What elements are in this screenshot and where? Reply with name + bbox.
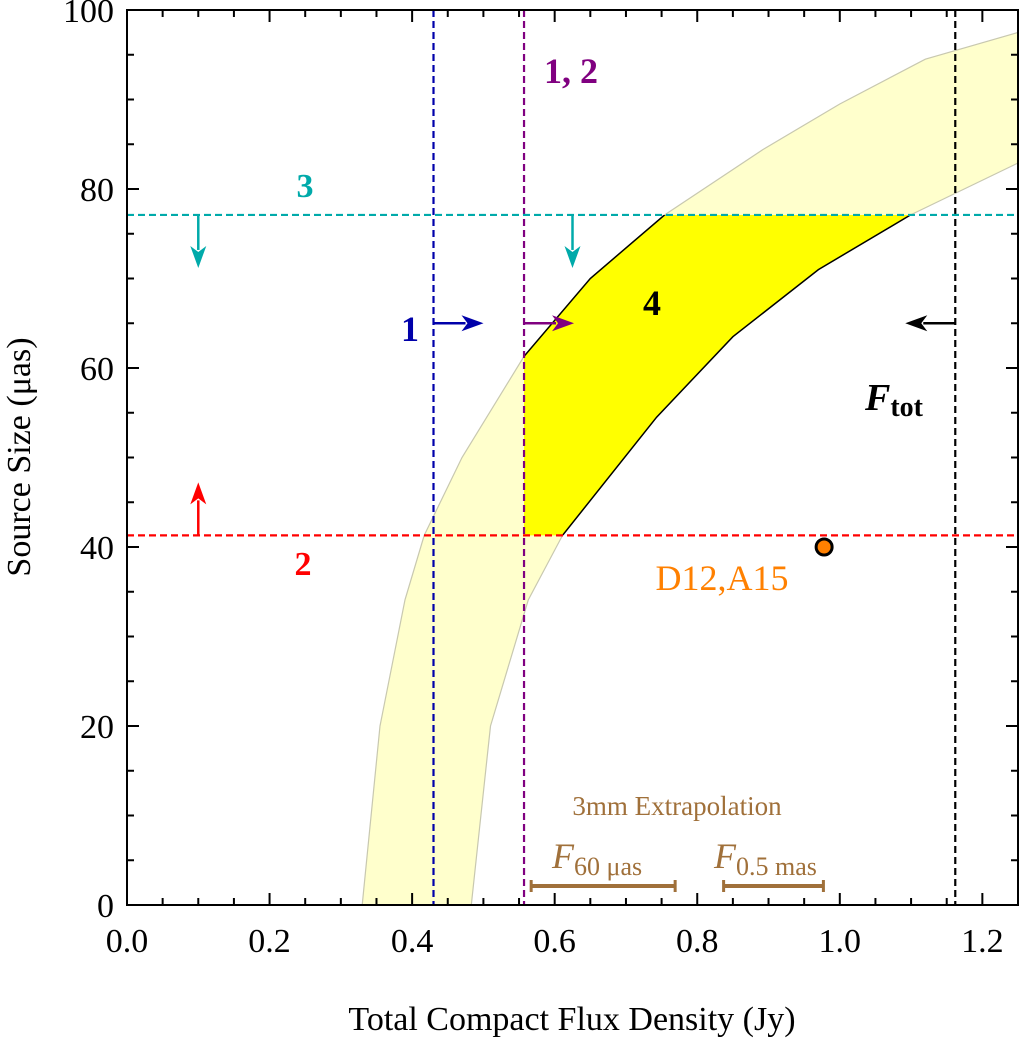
uncertainty-band [361,31,1018,905]
y-axis-label: Source Size (μas) [1,337,38,576]
constraint-line-1-arrow [433,315,484,332]
extrapolation-label-60uas-main: F [551,836,575,876]
x-tick-label: 0.4 [391,923,434,960]
allowed-region-4 [524,214,911,536]
x-tick-label: 0.2 [248,923,291,960]
extrapolation-label-05mas-main: F [713,836,737,876]
constraint-line-3-arrow-1-head [564,245,581,268]
constraint-line-3-arrow-1 [564,214,581,268]
label-region-4: 4 [643,283,661,323]
extrapolation-label-05mas: F0.5 mas [713,836,817,881]
y-tick-label: 80 [80,172,114,209]
constraint-line-3-arrow-0 [190,214,207,268]
data-point-d12-a15 [814,537,834,557]
constraint-line-2-arrow-0 [190,482,207,536]
extrapolation-label-60uas: F60 μas [551,836,642,881]
extrapolation-range-1 [722,880,825,892]
constraint-line-3-arrow-0-head [190,245,207,268]
extrapolation-label-60uas-sub: 60 μas [574,852,642,881]
y-tick-label: 100 [63,0,114,30]
label-constraint-2: 2 [295,546,312,583]
extrapolation-label-05mas-sub: 0.5 mas [736,852,817,881]
y-tick-label: 20 [80,709,114,746]
constraint-line-1-arrow-head [461,315,484,332]
x-tick-label: 0.6 [533,923,576,960]
label-constraint-1-2: 1, 2 [544,51,598,91]
label-point-d12-a15: D12,A15 [656,558,789,598]
x-axis-label: Total Compact Flux Density (Jy) [348,1001,795,1038]
label-ftot: Ftot [864,377,924,423]
label-ftot-sub: tot [890,392,923,423]
x-tick-label: 0.8 [676,923,719,960]
constraint-line-12-arrow [524,315,575,332]
label-constraint-3: 3 [297,168,314,205]
label-ftot-main: F [864,377,890,419]
y-tick-label: 60 [80,351,114,388]
constraint-line-12-arrow-head [552,315,575,332]
allowed-region-lower-edge [561,214,913,536]
x-tick-label: 0.0 [106,923,149,960]
y-tick-label: 0 [97,888,114,925]
label-constraint-1: 1 [401,309,419,349]
x-tick-label: 1.2 [961,923,1004,960]
extrapolation-range-0 [529,880,677,892]
constraint-line-Ftot-arrow [905,315,956,332]
constraint-line-2-arrow-0-head [190,482,207,505]
x-tick-label: 1.0 [819,923,862,960]
y-tick-label: 40 [80,530,114,567]
extrapolation-title: 3mm Extrapolation [572,791,782,821]
constraint-line-Ftot-arrow-head [905,315,928,332]
